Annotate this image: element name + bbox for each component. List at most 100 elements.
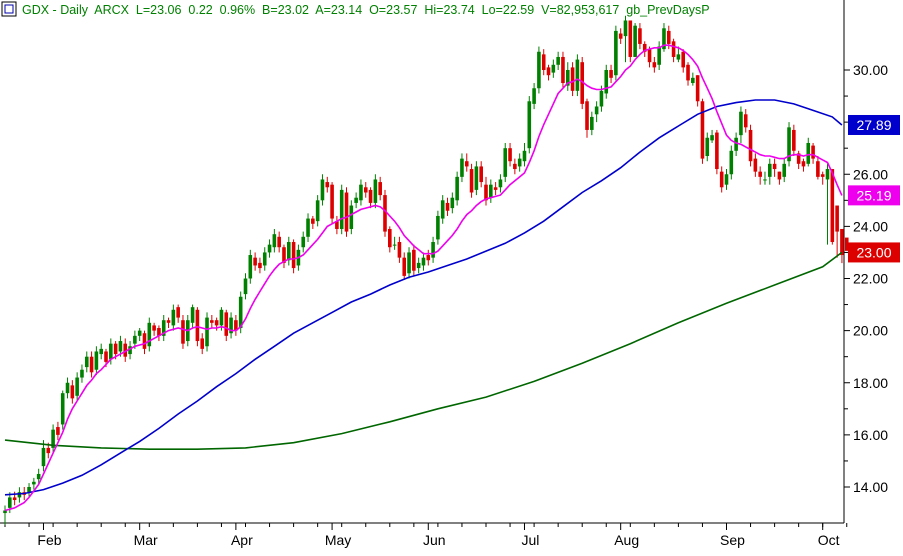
time-axis[interactable]: Feb Mar Apr May Jun Jul Aug Sep Oct xyxy=(4,523,848,548)
candle-body xyxy=(402,257,407,276)
candle xyxy=(705,132,710,162)
candle-body xyxy=(618,33,623,39)
candle-body xyxy=(796,153,801,164)
candle xyxy=(546,64,551,81)
candle xyxy=(60,390,65,430)
candle-body xyxy=(666,30,671,44)
candle-body xyxy=(200,338,205,349)
candle-body xyxy=(123,343,128,357)
price-axis[interactable]: 14.0016.0018.0020.0022.0024.0026.0028.00… xyxy=(844,62,888,495)
candle-body xyxy=(378,182,382,196)
candle xyxy=(777,171,782,185)
candle-body xyxy=(282,247,286,263)
candle xyxy=(787,122,791,167)
candle-body xyxy=(277,236,281,248)
candle xyxy=(147,317,152,352)
candle xyxy=(561,51,565,89)
month-label: Oct xyxy=(818,532,840,548)
candle xyxy=(527,96,532,154)
candle-body xyxy=(210,320,214,323)
candle-body xyxy=(638,28,642,44)
candle xyxy=(474,161,479,196)
candle-body xyxy=(484,184,488,201)
candle xyxy=(363,182,368,198)
candle-body xyxy=(51,429,55,448)
candle-body xyxy=(205,317,209,347)
price-tick-label: 22.00 xyxy=(853,271,888,287)
candle-body xyxy=(12,497,17,501)
candle xyxy=(676,46,681,63)
candle-body xyxy=(181,320,185,344)
candle-body xyxy=(748,129,753,162)
candle xyxy=(575,54,580,97)
price-tag: 25.19 xyxy=(848,185,900,206)
candle xyxy=(801,158,806,172)
candle xyxy=(243,273,248,300)
candle xyxy=(647,46,652,68)
candle xyxy=(17,487,22,503)
candle xyxy=(392,236,397,250)
candle-body xyxy=(359,184,363,201)
candle-body xyxy=(412,249,416,271)
candle-body xyxy=(575,59,580,91)
candle-body xyxy=(681,51,686,68)
candle xyxy=(335,215,339,235)
candle xyxy=(840,228,844,264)
price-tag: 23.00 xyxy=(848,242,900,263)
candle xyxy=(450,192,455,214)
candle xyxy=(339,184,344,235)
candle xyxy=(32,477,36,490)
candle xyxy=(248,249,253,284)
candle xyxy=(590,111,594,136)
header-quote-text: GDX - Daily ARCX L=23.06 0.22 0.96% B=23… xyxy=(22,3,710,17)
candle-body xyxy=(262,252,267,266)
candle-body xyxy=(830,169,835,243)
candle-body xyxy=(700,101,705,159)
price-tick-label: 14.00 xyxy=(853,479,888,495)
candle-body xyxy=(137,330,142,336)
candle-body xyxy=(426,255,431,261)
candle xyxy=(56,421,60,441)
candle xyxy=(272,228,277,253)
candle-body xyxy=(171,309,176,326)
chart-menu-icon-inner xyxy=(4,4,14,14)
candle-body xyxy=(219,309,224,326)
candle xyxy=(594,101,599,123)
candle xyxy=(734,132,738,157)
candle-body xyxy=(248,255,253,279)
candle xyxy=(161,314,166,342)
candle xyxy=(84,351,89,373)
candle-body xyxy=(820,174,825,177)
candle xyxy=(484,176,488,206)
candle-body xyxy=(344,192,349,232)
candle-body xyxy=(676,54,681,60)
candle xyxy=(541,49,546,76)
candle-body xyxy=(498,179,503,188)
candle xyxy=(416,257,421,274)
ma-fast-line xyxy=(4,44,843,512)
candle xyxy=(99,343,103,360)
candle-body xyxy=(243,278,248,295)
candle xyxy=(210,314,214,329)
price-tick-label: 24.00 xyxy=(853,218,888,234)
candle-body xyxy=(647,49,652,63)
price-tick-label: 20.00 xyxy=(853,323,888,339)
candle-body xyxy=(363,187,368,193)
candle-body xyxy=(662,28,666,50)
price-tag-box xyxy=(848,242,900,263)
candle xyxy=(580,56,584,110)
candle xyxy=(464,153,469,172)
candle-body xyxy=(642,43,647,52)
candle-body xyxy=(176,307,180,318)
candle-body xyxy=(258,262,262,269)
price-tag-box xyxy=(848,114,900,135)
candle-body xyxy=(609,70,613,78)
candle-body xyxy=(368,189,373,203)
candle xyxy=(489,179,493,203)
candle-body xyxy=(291,242,296,269)
candle xyxy=(368,187,373,209)
candle-body xyxy=(816,161,820,177)
candle-body xyxy=(517,158,522,167)
